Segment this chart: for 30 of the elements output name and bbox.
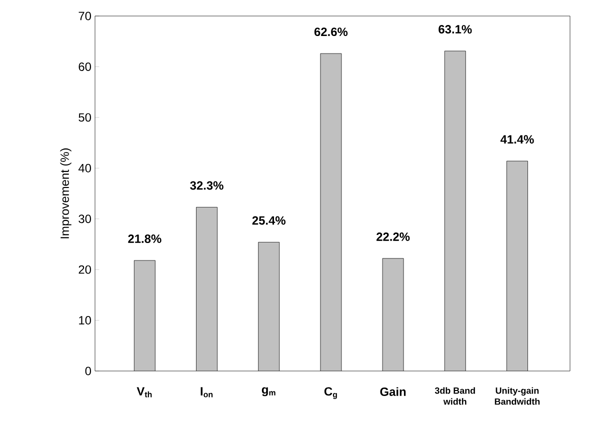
data-label: 63.1% (438, 25, 472, 34)
data-label: 41.4% (500, 135, 534, 144)
bar (382, 258, 404, 371)
bar (134, 260, 156, 371)
y-tick-label: 10 (79, 316, 92, 325)
y-axis-title: Improvement (%) (60, 148, 72, 238)
x-tick-label: Gain (380, 387, 406, 396)
bar (444, 50, 466, 371)
bar (196, 206, 218, 371)
data-label: 25.4% (252, 216, 286, 225)
y-tick-label: 0 (85, 366, 92, 376)
y-tick-label: 50 (78, 113, 92, 122)
data-label: 32.3% (190, 181, 224, 190)
y-tick-label: 20 (78, 265, 92, 274)
data-label: 62.6% (314, 28, 348, 36)
y-tick-label: 30 (78, 214, 92, 224)
data-label: 21.8% (128, 234, 162, 243)
bar (320, 53, 342, 371)
y-tick-label: 40 (78, 164, 92, 172)
data-label: 22.2% (376, 232, 410, 241)
bar (506, 160, 528, 371)
y-tick-label: 70 (78, 12, 92, 20)
x-tick-label: g$_{m}$ (262, 387, 276, 396)
x-tick-label: V$_{th}$ (136, 387, 152, 398)
x-tick-label: 3db Band width (434, 387, 475, 405)
x-tick-label: Unity-gain Bandwidth (494, 387, 540, 405)
y-tick-label: 60 (78, 62, 92, 71)
bar (258, 242, 280, 371)
x-tick-label: I$_{on}$ (200, 387, 213, 398)
x-tick-label: C$_{g}$ (324, 387, 337, 400)
